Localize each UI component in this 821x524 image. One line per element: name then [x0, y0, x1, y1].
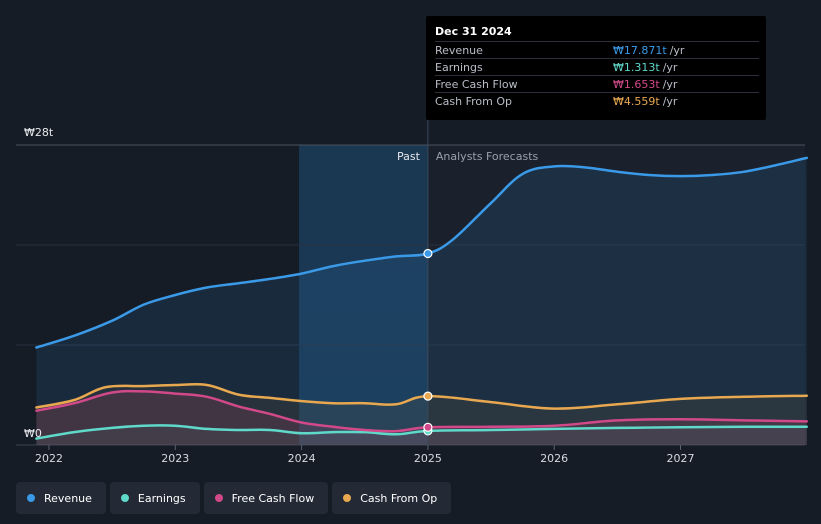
x-tick-label: 2022	[35, 452, 63, 465]
tooltip-row-revenue: Revenue ₩17.871t/yr	[435, 41, 759, 59]
tooltip-row-earnings: Earnings ₩1.313t/yr	[435, 58, 759, 76]
legend-label: Free Cash Flow	[231, 491, 315, 505]
legend-dot-icon	[214, 494, 223, 502]
area-revenue	[36, 157, 807, 445]
legend-dot-icon	[343, 494, 352, 502]
tooltip-unit: /yr	[662, 95, 678, 108]
x-tick-label: 2024	[288, 452, 316, 465]
legend-item-free-cash-flow[interactable]: Free Cash Flow	[203, 482, 329, 514]
tooltip-unit: /yr	[669, 44, 685, 57]
y-axis-min-label: ₩0	[24, 427, 42, 440]
past-label: Past	[397, 150, 421, 163]
marker-revenue	[423, 248, 433, 259]
y-axis-max-label: ₩28t	[24, 126, 54, 139]
tooltip-unit: /yr	[662, 61, 678, 74]
marker-free-cash-flow	[423, 422, 433, 432]
x-axis-ticks: 2022 2023 2024 2025 2026 2027	[35, 445, 695, 465]
marker-cash-from-op	[423, 391, 433, 401]
legend-label: Cash From Op	[360, 491, 438, 505]
tooltip-value-earnings: ₩1.313t/yr	[613, 61, 677, 74]
tooltip-unit: /yr	[662, 78, 678, 91]
tooltip-label: Earnings	[435, 61, 483, 74]
tooltip-row-free-cash-flow: Free Cash Flow ₩1.653t/yr	[435, 75, 759, 93]
gridlines	[16, 144, 805, 446]
tooltip-value-cash-from-op: ₩4.559t/yr	[613, 95, 677, 108]
tooltip-number: ₩1.653t	[613, 78, 660, 91]
x-tick-label: 2025	[414, 452, 442, 465]
x-tick-label: 2026	[540, 452, 568, 465]
hover-markers	[423, 248, 433, 436]
tooltip-value-revenue: ₩17.871t/yr	[613, 44, 684, 57]
tooltip-label: Free Cash Flow	[435, 78, 518, 91]
tooltip-date: Dec 31 2024	[435, 25, 512, 38]
past-highlight-band	[299, 145, 428, 445]
legend-dot-icon	[27, 494, 35, 502]
tooltip-number: ₩1.313t	[613, 61, 660, 74]
line-free-cash-flow	[35, 389, 809, 433]
legend-item-earnings[interactable]: Earnings	[109, 482, 200, 514]
tooltip-number: ₩17.871t	[613, 44, 667, 57]
tooltip-row-cash-from-op: Cash From Op ₩4.559t/yr	[435, 92, 759, 110]
forecast-label: Analysts Forecasts	[436, 150, 539, 163]
forecast-background	[427, 145, 805, 445]
x-tick-label: 2027	[667, 452, 695, 465]
line-earnings	[35, 424, 809, 440]
legend-item-revenue[interactable]: Revenue	[16, 482, 106, 514]
legend-dot-icon	[120, 494, 129, 502]
tooltip-label: Cash From Op	[435, 95, 513, 108]
legend-label: Revenue	[44, 491, 92, 505]
tooltip-number: ₩4.559t	[613, 95, 660, 108]
tooltip-value-free-cash-flow: ₩1.653t/yr	[613, 78, 677, 91]
legend-item-cash-from-op[interactable]: Cash From Op	[332, 482, 452, 514]
legend: Revenue Earnings Free Cash Flow Cash Fro…	[16, 482, 452, 516]
line-cash-from-op	[35, 382, 809, 410]
tooltip-label: Revenue	[435, 44, 483, 57]
tooltip: Dec 31 2024 Revenue ₩17.871t/yr Earnings…	[426, 16, 766, 120]
legend-label: Earnings	[137, 491, 186, 505]
x-tick-label: 2023	[161, 452, 189, 465]
